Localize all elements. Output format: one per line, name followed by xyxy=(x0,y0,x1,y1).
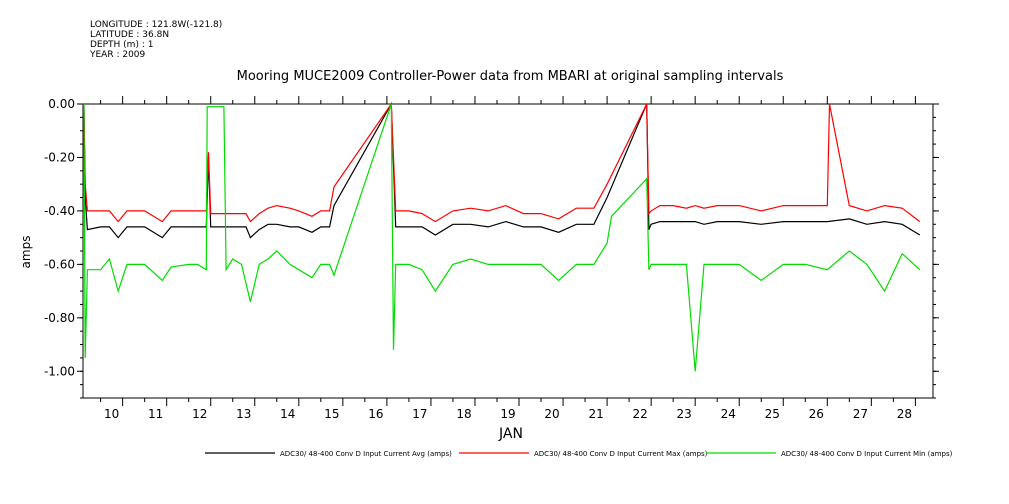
y-tick-label: -0.40 xyxy=(44,204,75,218)
x-tick-label: 17 xyxy=(412,407,427,421)
x-tick-label: 28 xyxy=(897,407,912,421)
x-tick-label: 24 xyxy=(721,407,736,421)
x-tick-label: 21 xyxy=(588,407,603,421)
x-axis-label: JAN xyxy=(498,426,523,442)
x-tick-label: 26 xyxy=(809,407,824,421)
x-tick-label: 12 xyxy=(192,407,207,421)
year-label: YEAR : 2009 xyxy=(90,50,146,60)
latitude-label: LATITUDE : 36.8N xyxy=(90,30,170,40)
legend-label-0: ADC30/ 48-400 Conv D Input Current Avg (… xyxy=(280,450,452,458)
series-line-2 xyxy=(83,103,921,372)
x-tick-label: 13 xyxy=(236,407,251,421)
x-tick-label: 23 xyxy=(677,407,692,421)
x-tick-label: 27 xyxy=(853,407,868,421)
y-axis-label: amps xyxy=(19,236,33,269)
x-tick-label: 16 xyxy=(368,407,383,421)
x-tick-label: 20 xyxy=(544,407,559,421)
y-tick-label: -1.00 xyxy=(44,364,75,378)
series-line-0 xyxy=(83,101,921,239)
x-tick-label: 15 xyxy=(324,407,339,421)
x-tick-label: 11 xyxy=(148,407,163,421)
legend: ADC30/ 48-400 Conv D Input Current Avg (… xyxy=(205,450,953,458)
plot-area: 0.00 -0.20 -0.40 -0.60 -0.80 -1.00 10 11 12 13 14 1… xyxy=(44,96,939,421)
x-tick-label: 18 xyxy=(456,407,471,421)
x-tick-label: 22 xyxy=(632,407,647,421)
y-tick-label: -0.20 xyxy=(44,150,75,164)
x-tick-label: 14 xyxy=(280,407,295,421)
depth-label: DEPTH (m) : 1 xyxy=(90,40,154,50)
longitude-label: LONGITUDE : 121.8W(-121.8) xyxy=(90,20,223,30)
legend-label-2: ADC30/ 48-400 Conv D Input Current Min (… xyxy=(781,450,953,458)
y-tick-label: -0.60 xyxy=(44,257,75,271)
series-line-1 xyxy=(83,102,921,223)
x-tick-label: 25 xyxy=(765,407,780,421)
metadata-block: LONGITUDE : 121.8W(-121.8) LATITUDE : 36… xyxy=(90,20,222,60)
legend-label-1: ADC30/ 48-400 Conv D Input Current Max (… xyxy=(534,450,708,458)
x-tick-label: 10 xyxy=(104,407,119,421)
chart-title: Mooring MUCE2009 Controller-Power data f… xyxy=(237,69,784,84)
x-tick-label: 19 xyxy=(500,407,515,421)
y-tick-label: -0.80 xyxy=(44,311,75,325)
plot-frame xyxy=(82,103,934,399)
y-tick-label: 0.00 xyxy=(48,97,75,111)
